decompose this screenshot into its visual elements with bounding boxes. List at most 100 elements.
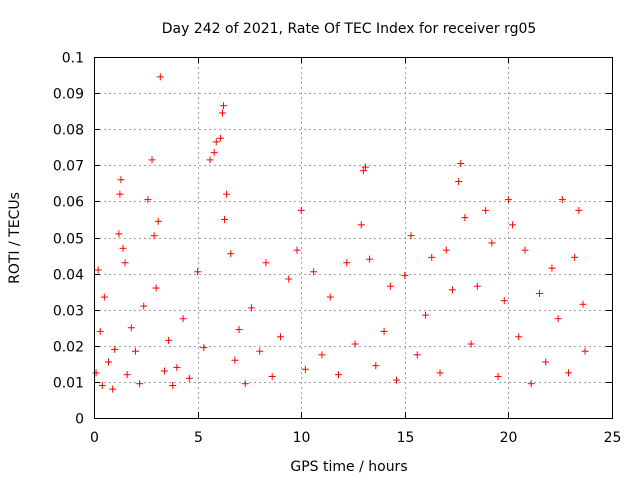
data-point bbox=[455, 178, 463, 186]
data-point bbox=[140, 302, 148, 310]
data-point bbox=[442, 246, 450, 254]
data-point bbox=[154, 217, 162, 225]
data-point bbox=[119, 244, 127, 252]
data-point bbox=[380, 327, 388, 335]
data-point bbox=[357, 221, 365, 229]
data-point bbox=[542, 358, 550, 366]
x-tick-labels: 0 5 10 15 20 25 bbox=[90, 430, 621, 446]
data-point bbox=[448, 286, 456, 294]
y-axis-label: ROTI / TECUs bbox=[7, 192, 23, 284]
data-point bbox=[148, 156, 156, 164]
data-point bbox=[579, 300, 587, 308]
data-point bbox=[220, 102, 227, 110]
data-point bbox=[206, 156, 214, 164]
data-point bbox=[581, 347, 589, 355]
data-point bbox=[169, 382, 177, 390]
data-point bbox=[160, 367, 168, 375]
data-point bbox=[121, 259, 129, 267]
y-tick-label: 0.03 bbox=[53, 304, 84, 320]
y-tick-label: 0.09 bbox=[53, 87, 84, 103]
data-point bbox=[92, 369, 100, 377]
data-point bbox=[218, 109, 226, 117]
y-tick-label: 0.05 bbox=[53, 232, 84, 248]
data-point bbox=[100, 293, 108, 301]
x-tick-label: 0 bbox=[90, 430, 99, 446]
data-point bbox=[227, 250, 235, 258]
data-point bbox=[393, 376, 401, 384]
data-point bbox=[231, 356, 239, 364]
data-point bbox=[334, 371, 342, 379]
data-point bbox=[111, 345, 119, 353]
data-point bbox=[109, 385, 117, 393]
data-point bbox=[297, 206, 305, 214]
y-tick-label: 0.01 bbox=[53, 376, 84, 392]
data-point bbox=[515, 333, 523, 341]
data-point bbox=[116, 190, 124, 198]
data-point bbox=[521, 246, 529, 254]
data-point bbox=[136, 380, 144, 388]
data-point bbox=[235, 326, 243, 334]
data-point bbox=[185, 374, 193, 382]
data-point bbox=[318, 351, 326, 359]
data-point bbox=[351, 340, 359, 348]
data-point bbox=[473, 282, 481, 290]
data-point bbox=[310, 268, 318, 276]
data-point bbox=[285, 275, 293, 283]
y-tick-label: 0 bbox=[75, 412, 84, 428]
y-tick-label: 0.02 bbox=[53, 340, 84, 356]
data-point bbox=[571, 253, 579, 261]
data-point bbox=[548, 264, 556, 272]
data-point bbox=[564, 369, 572, 377]
data-point bbox=[372, 362, 380, 370]
data-point bbox=[504, 196, 512, 204]
data-point bbox=[223, 190, 231, 198]
data-point bbox=[436, 369, 444, 377]
data-point bbox=[276, 333, 284, 341]
data-point bbox=[558, 196, 566, 204]
data-point bbox=[221, 215, 229, 223]
data-point bbox=[96, 327, 104, 335]
data-point bbox=[422, 311, 430, 319]
x-tick-label: 25 bbox=[604, 430, 622, 446]
data-point bbox=[115, 230, 123, 238]
data-point bbox=[293, 246, 301, 254]
data-point bbox=[144, 196, 152, 204]
data-point bbox=[359, 167, 367, 175]
data-point bbox=[127, 324, 135, 332]
x-tick-label: 20 bbox=[500, 430, 518, 446]
data-point bbox=[105, 358, 113, 366]
data-point bbox=[123, 371, 131, 379]
data-point bbox=[268, 372, 276, 380]
data-point bbox=[98, 382, 106, 390]
x-tick-label: 10 bbox=[293, 430, 311, 446]
data-point bbox=[256, 347, 264, 355]
data-point bbox=[241, 380, 249, 388]
data-point bbox=[488, 239, 496, 247]
data-point bbox=[500, 297, 508, 305]
data-point bbox=[461, 214, 469, 222]
y-tick-label: 0.06 bbox=[53, 195, 84, 211]
data-point bbox=[301, 365, 309, 373]
data-point bbox=[262, 259, 270, 267]
grid-lines bbox=[94, 57, 612, 418]
data-point bbox=[554, 315, 562, 323]
data-point bbox=[216, 134, 224, 142]
data-point bbox=[156, 73, 164, 81]
data-point bbox=[386, 282, 394, 290]
data-point bbox=[131, 347, 139, 355]
data-point bbox=[150, 232, 158, 240]
data-point bbox=[494, 372, 502, 380]
data-point bbox=[326, 293, 334, 301]
data-point bbox=[575, 206, 583, 214]
data-point bbox=[361, 163, 369, 171]
data-point bbox=[212, 138, 220, 146]
chart-title: Day 242 of 2021, Rate Of TEC Index for r… bbox=[162, 21, 537, 37]
data-point bbox=[343, 259, 351, 267]
x-tick-label: 5 bbox=[194, 430, 203, 446]
data-point bbox=[165, 336, 173, 344]
data-point bbox=[94, 266, 102, 274]
data-points bbox=[92, 73, 589, 393]
data-point bbox=[407, 232, 415, 240]
y-tick-labels: 0 0.01 0.02 0.03 0.04 0.05 0.06 0.07 0.08 0.09 0.1 bbox=[53, 51, 84, 428]
